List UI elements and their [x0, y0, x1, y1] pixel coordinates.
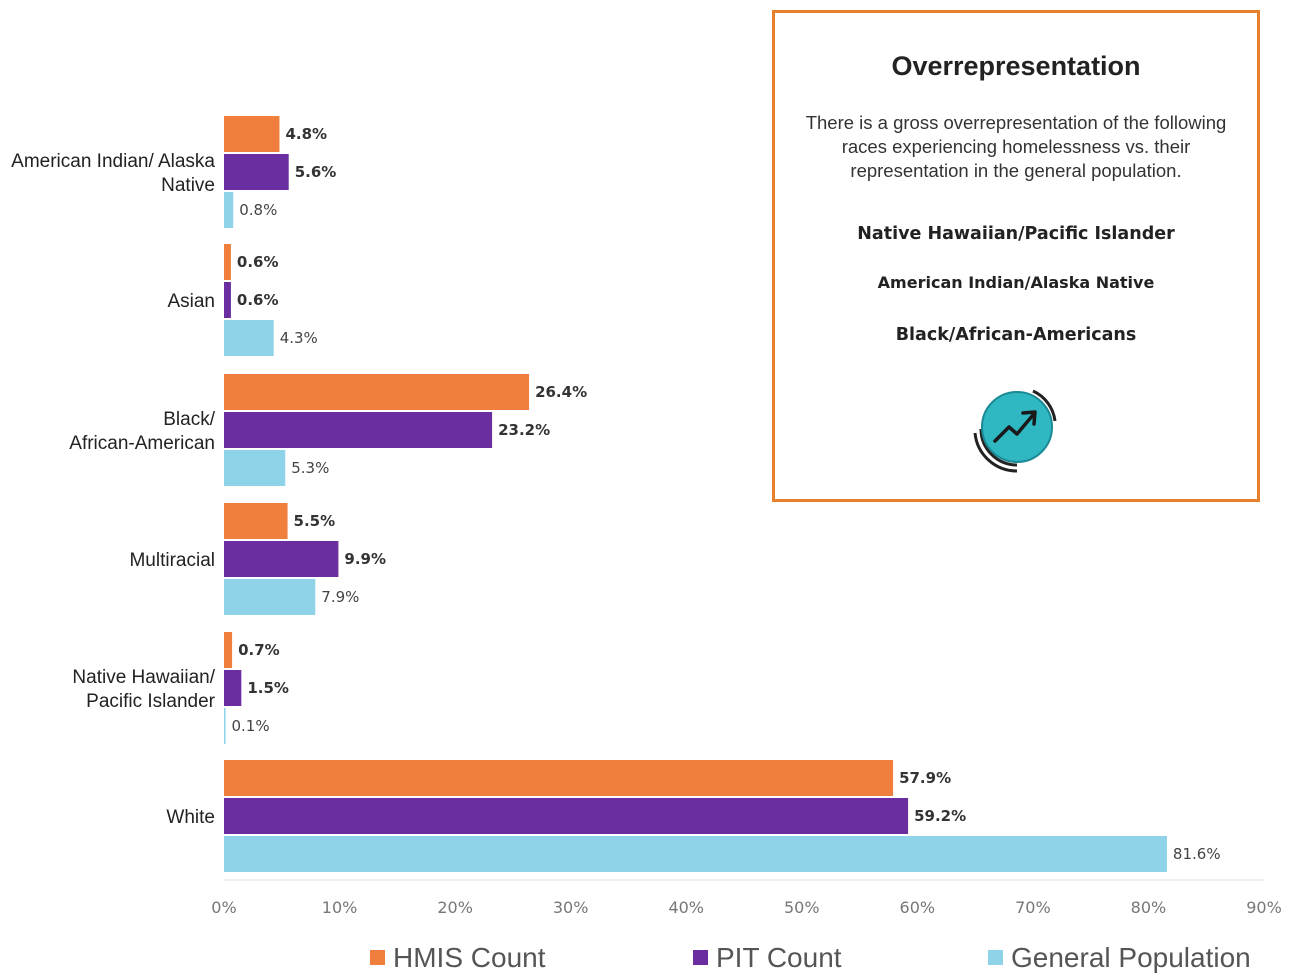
bar-general-population-3 — [224, 579, 316, 615]
callout-item-native-hawaiian: Native Hawaiian/Pacific Islander — [857, 224, 1175, 244]
x-tick-label-7: 70% — [1015, 898, 1051, 917]
x-tick-label-0: 0% — [211, 898, 236, 917]
category-label-2-0: Black/ — [163, 409, 215, 430]
bar-pit-count-1 — [224, 282, 231, 318]
data-label-general-population-3: 7.9% — [321, 588, 359, 606]
bar-pit-count-5 — [224, 798, 909, 834]
bar-general-population-0 — [224, 192, 234, 228]
data-label-pit-count-5: 59.2% — [914, 807, 966, 825]
bar-pit-count-2 — [224, 412, 493, 448]
callout-title: Overrepresentation — [891, 51, 1141, 81]
bar-hmis-count-5 — [224, 760, 894, 796]
data-label-pit-count-3: 9.9% — [344, 550, 386, 568]
x-tick-label-8: 80% — [1131, 898, 1167, 917]
data-label-pit-count-1: 0.6% — [237, 291, 279, 309]
callout-body: There is a gross overrepresentation of t… — [805, 112, 1227, 181]
bar-general-population-1 — [224, 320, 274, 356]
x-tick-label-9: 90% — [1246, 898, 1282, 917]
data-label-hmis-count-1: 0.6% — [237, 253, 279, 271]
bar-pit-count-0 — [224, 154, 289, 190]
bar-hmis-count-2 — [224, 374, 530, 410]
x-tick-label-5: 50% — [784, 898, 820, 917]
legend-swatch-1 — [693, 950, 708, 965]
category-label-4-0: Native Hawaiian/ — [72, 667, 215, 688]
trend-up-icon — [973, 389, 1057, 473]
data-label-pit-count-2: 23.2% — [498, 421, 550, 439]
data-label-pit-count-0: 5.6% — [295, 163, 337, 181]
category-label-0-1: Native — [161, 175, 215, 196]
x-tick-label-4: 40% — [668, 898, 704, 917]
bar-hmis-count-3 — [224, 503, 288, 539]
bar-pit-count-3 — [224, 541, 339, 577]
data-label-hmis-count-5: 57.9% — [899, 769, 951, 787]
data-label-general-population-1: 4.3% — [280, 329, 318, 347]
x-tick-label-3: 30% — [553, 898, 589, 917]
category-label-3-0: Multiracial — [129, 550, 215, 571]
legend-swatch-2 — [988, 950, 1003, 965]
category-label-2-1: African-American — [69, 433, 215, 454]
legend-label-2: General Population — [1011, 942, 1251, 973]
data-label-general-population-4: 0.1% — [232, 717, 270, 735]
x-tick-label-1: 10% — [322, 898, 358, 917]
bar-hmis-count-4 — [224, 632, 233, 668]
data-label-pit-count-4: 1.5% — [247, 679, 289, 697]
category-label-1-0: Asian — [167, 291, 215, 312]
category-label-0-0: American Indian/ Alaska — [11, 151, 215, 172]
legend-swatch-0 — [370, 950, 385, 965]
legend-label-1: PIT Count — [716, 942, 842, 973]
bar-pit-count-4 — [224, 670, 242, 706]
data-label-general-population-0: 0.8% — [239, 201, 277, 219]
bar-general-population-4 — [224, 708, 226, 744]
callout-item-black: Black/African-Americans — [895, 325, 1137, 345]
callout-item-american-indian: American Indian/Alaska Native — [877, 273, 1155, 292]
bar-hmis-count-1 — [224, 244, 231, 280]
legend-label-0: HMIS Count — [393, 942, 546, 973]
data-label-general-population-2: 5.3% — [291, 459, 329, 477]
category-label-4-1: Pacific Islander — [86, 691, 216, 712]
bar-general-population-2 — [224, 450, 286, 486]
data-label-hmis-count-0: 4.8% — [285, 125, 327, 143]
bar-general-population-5 — [224, 836, 1167, 872]
x-tick-label-2: 20% — [437, 898, 473, 917]
category-label-5-0: White — [166, 807, 215, 828]
bar-hmis-count-0 — [224, 116, 280, 152]
x-tick-label-6: 60% — [900, 898, 936, 917]
overrepresentation-callout: Overrepresentation There is a gross over… — [772, 10, 1260, 502]
data-label-general-population-5: 81.6% — [1173, 845, 1221, 863]
data-label-hmis-count-2: 26.4% — [535, 383, 587, 401]
data-label-hmis-count-4: 0.7% — [238, 641, 280, 659]
data-label-hmis-count-3: 5.5% — [294, 512, 336, 530]
